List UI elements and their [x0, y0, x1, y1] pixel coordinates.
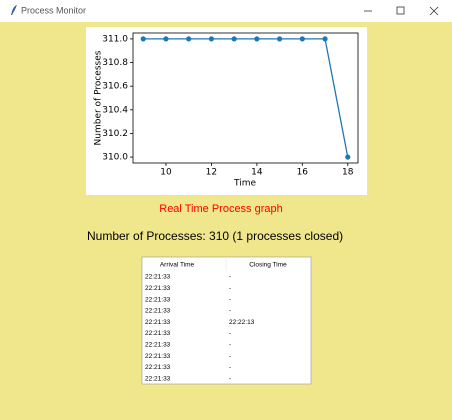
y-tick-label: 310.0	[102, 153, 128, 163]
chart-caption: Real Time Process graph	[159, 203, 283, 215]
table-cell: -	[229, 342, 231, 349]
x-tick-label: 10	[160, 168, 172, 178]
data-point	[322, 36, 328, 42]
table-cell: -	[229, 375, 231, 382]
data-point	[345, 154, 351, 160]
data-point	[254, 36, 260, 42]
data-point	[299, 36, 305, 42]
table-cell: 22:22:13	[229, 319, 255, 326]
table-cell: 22:21:33	[145, 364, 171, 371]
table-cell: -	[229, 364, 231, 371]
process-count-status: Number of Processes: 310 (1 processes cl…	[87, 229, 343, 243]
table-cell: 22:21:33	[145, 274, 171, 281]
x-tick-label: 16	[297, 168, 309, 178]
data-point	[231, 36, 237, 42]
close-button[interactable]	[429, 6, 439, 16]
window-title: Process Monitor	[21, 5, 86, 15]
y-tick-label: 310.2	[102, 129, 128, 139]
column-header: Closing Time	[249, 262, 287, 269]
y-tick-label: 310.4	[102, 105, 128, 115]
table-cell: -	[229, 274, 231, 281]
title-bar	[0, 0, 452, 22]
app-icon	[11, 5, 17, 15]
table-cell: -	[229, 308, 231, 315]
data-point	[140, 36, 146, 42]
table-cell: 22:21:33	[145, 330, 171, 337]
data-point	[186, 36, 192, 42]
y-tick-label: 311.0	[102, 34, 128, 44]
table-cell: 22:21:33	[145, 319, 171, 326]
table-cell: 22:21:33	[145, 296, 171, 303]
table-cell: 22:21:33	[145, 375, 171, 382]
data-point	[208, 36, 215, 42]
y-tick-label: 310.6	[102, 82, 128, 92]
table-cell: -	[229, 285, 231, 292]
x-axis-label: Time	[233, 179, 256, 189]
table-cell: 22:21:33	[145, 308, 171, 315]
x-tick-label: 18	[342, 168, 354, 178]
table-cell: -	[229, 330, 231, 337]
table-cell: -	[229, 296, 231, 303]
table-cell: 22:21:33	[145, 285, 171, 292]
y-tick-label: 310.8	[102, 58, 128, 68]
series-line	[143, 38, 349, 158]
table-cell: -	[229, 353, 231, 360]
data-point	[163, 36, 169, 42]
y-axis-label: Number of Processes	[94, 50, 104, 145]
table-cell: 22:21:33	[145, 353, 171, 360]
data-point	[276, 36, 283, 42]
maximize-button[interactable]	[396, 6, 405, 15]
process-table	[141, 256, 312, 385]
table-cell: 22:21:33	[145, 342, 171, 349]
plot-frame	[132, 32, 359, 164]
chart-canvas	[86, 27, 367, 195]
x-tick-label: 14	[251, 168, 263, 178]
column-header: Arrival Time	[160, 262, 195, 269]
x-tick-label: 12	[206, 168, 217, 178]
